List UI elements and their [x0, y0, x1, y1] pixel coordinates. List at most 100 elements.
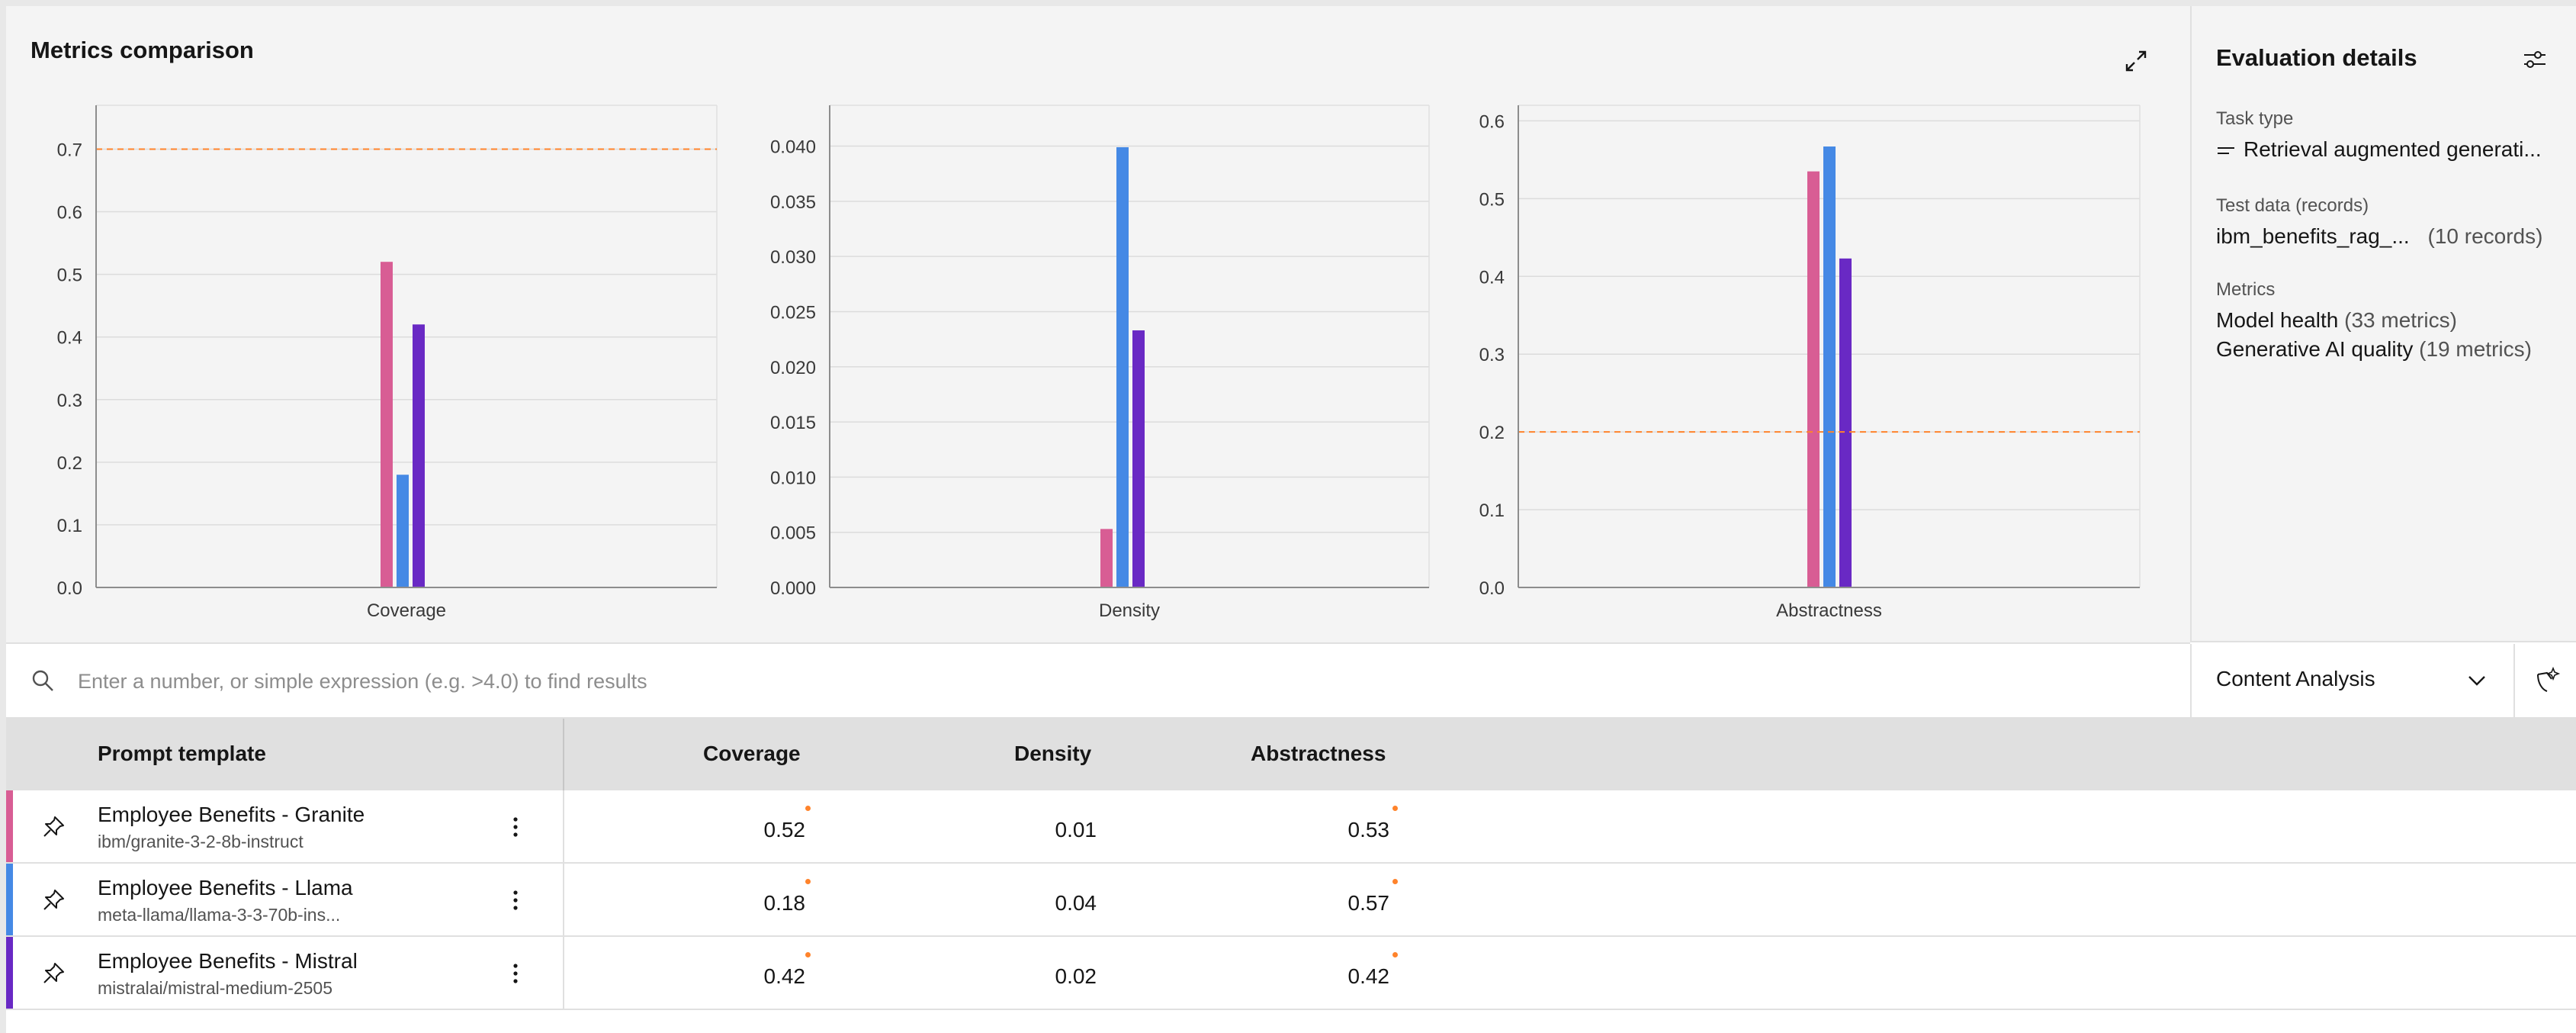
coverage-value: 0.42: [763, 964, 806, 988]
y-tick-label: 0.0: [57, 578, 82, 599]
bar: [413, 324, 425, 587]
sparkle-button[interactable]: [2513, 644, 2576, 717]
series-color-indicator: [6, 790, 13, 862]
y-tick-label: 0.7: [57, 140, 82, 160]
content-analysis-dropdown[interactable]: Content Analysis: [2190, 644, 2513, 717]
header-coverage[interactable]: Coverage: [703, 742, 801, 765]
metric-count: (33 metrics): [2344, 308, 2457, 332]
y-tick-label: 0.025: [770, 302, 816, 323]
abstractness-value: 0.53: [1347, 818, 1390, 842]
threshold-alert-dot: [1392, 879, 1398, 884]
model-id: mistralai/mistral-medium-2505: [98, 978, 333, 998]
metric-count: (19 metrics): [2419, 337, 2532, 361]
x-axis-label: Density: [1099, 600, 1160, 621]
sparkle-icon: [2537, 666, 2561, 692]
model-id: ibm/granite-3-2-8b-instruct: [98, 832, 304, 851]
details-title: Evaluation details: [2216, 44, 2417, 71]
y-tick-label: 0.040: [770, 137, 816, 158]
metric-name: Model health: [2216, 308, 2339, 332]
prompt-template-name[interactable]: Employee Benefits - Mistral: [98, 949, 358, 973]
window-frame-left: [0, 0, 6, 1033]
y-tick-label: 0.1: [57, 516, 82, 536]
threshold-alert-dot: [805, 806, 811, 811]
metrics-label: Metrics: [2216, 279, 2276, 300]
dropdown-selected-value: Content Analysis: [2216, 667, 2375, 690]
density-value: 0.02: [1055, 964, 1097, 988]
header-density[interactable]: Density: [1014, 742, 1092, 765]
x-axis-label: Abstractness: [1776, 600, 1882, 621]
y-tick-label: 0.3: [1479, 345, 1505, 365]
metric-generative-ai-quality: Generative AI quality (19 metrics): [2216, 337, 2532, 362]
overflow-menu-icon[interactable]: [502, 885, 529, 916]
x-axis-label: Coverage: [367, 600, 446, 621]
column-divider: [563, 719, 564, 790]
metric-model-health: Model health (33 metrics): [2216, 308, 2457, 333]
bar: [381, 262, 393, 587]
y-tick-label: 0.4: [1479, 267, 1505, 288]
pin-icon[interactable]: [40, 960, 67, 987]
bar: [1100, 529, 1113, 587]
overflow-menu-icon[interactable]: [502, 812, 529, 842]
maximize-icon: [2125, 50, 2147, 72]
test-data-count: (10 records): [2427, 224, 2543, 248]
chevron-down-icon: [2468, 676, 2485, 686]
y-tick-label: 0.6: [57, 203, 82, 224]
bar: [1823, 146, 1836, 587]
bar: [1132, 330, 1145, 587]
header-abstractness[interactable]: Abstractness: [1251, 742, 1386, 765]
y-tick-label: 0.4: [57, 328, 82, 349]
search-icon: [32, 670, 53, 691]
overflow-menu-icon[interactable]: [502, 958, 529, 989]
coverage-value: 0.52: [763, 818, 806, 842]
coverage-value: 0.18: [763, 891, 806, 915]
prompt-template-name[interactable]: Employee Benefits - Granite: [98, 803, 365, 826]
window-frame-top: [0, 0, 2576, 6]
task-type-text: Retrieval augmented generati...: [2244, 137, 2542, 161]
metrics-comparison-panel: Metrics comparison 0.0 0.1 0.2 0.3 0.4 0.5 0.6…: [6, 6, 2190, 644]
search-bar: Content Analysis: [6, 644, 2576, 719]
column-divider: [563, 790, 564, 862]
y-tick-label: 0.5: [1479, 189, 1505, 210]
y-tick-label: 0.015: [770, 413, 816, 433]
text-align-icon: [2218, 146, 2234, 154]
header-prompt-template[interactable]: Prompt template: [98, 742, 266, 765]
test-data-value: ibm_benefits_rag_... (10 records): [2216, 224, 2542, 249]
bar: [1807, 171, 1820, 588]
table-row[interactable]: Employee Benefits - Granite ibm/granite-3…: [6, 790, 2576, 864]
metrics-charts: 0.0 0.1 0.2 0.3 0.4 0.5 0.6 0.7 Coverage 0.000 0.0…: [57, 105, 2141, 621]
settings-button[interactable]: [2520, 44, 2550, 75]
y-tick-label: 0.2: [57, 453, 82, 474]
abstractness-value: 0.42: [1347, 964, 1390, 988]
y-tick-label: 0.3: [57, 391, 82, 411]
y-tick-label: 0.1: [1479, 500, 1505, 521]
search-input[interactable]: [76, 659, 2138, 703]
test-data-label: Test data (records): [2216, 195, 2369, 216]
bar: [1839, 258, 1852, 587]
bar: [1116, 146, 1129, 587]
y-tick-label: 0.0: [1479, 578, 1505, 599]
task-type-label: Task type: [2216, 108, 2294, 129]
abstractness-value: 0.57: [1347, 891, 1390, 915]
threshold-alert-dot: [1392, 952, 1398, 957]
y-tick-label: 0.5: [57, 265, 82, 286]
test-data-file[interactable]: ibm_benefits_rag_...: [2216, 224, 2410, 248]
settings-adjust-icon: [2524, 51, 2545, 68]
column-divider: [563, 864, 564, 935]
y-tick-label: 0.020: [770, 358, 816, 378]
table-row[interactable]: Employee Benefits - Mistral mistralai/mis…: [6, 937, 2576, 1010]
y-tick-label: 0.010: [770, 468, 816, 488]
plot-area: [830, 105, 1429, 587]
pin-icon[interactable]: [40, 813, 67, 841]
results-table: Prompt template Coverage Density Abstrac…: [6, 719, 2576, 1010]
y-tick-label: 0.005: [770, 523, 816, 544]
y-tick-label: 0.030: [770, 247, 816, 268]
y-tick-label: 0.035: [770, 192, 816, 213]
y-tick-label: 0.6: [1479, 111, 1505, 132]
expand-button[interactable]: [2121, 46, 2151, 76]
y-tick-label: 0.2: [1479, 423, 1505, 443]
density-value: 0.01: [1055, 818, 1097, 842]
threshold-alert-dot: [805, 879, 811, 884]
pin-icon[interactable]: [40, 887, 67, 914]
prompt-template-name[interactable]: Employee Benefits - Llama: [98, 876, 353, 899]
table-row[interactable]: Employee Benefits - Llama meta-llama/llam…: [6, 864, 2576, 937]
